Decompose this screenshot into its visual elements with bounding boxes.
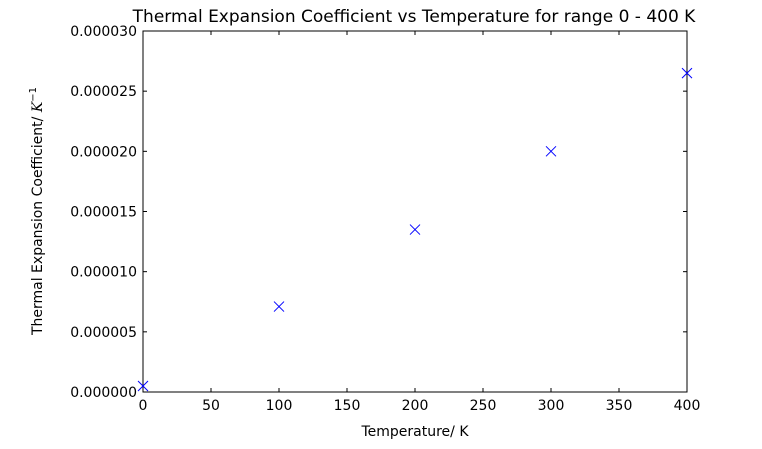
x-tick-label: 350: [606, 398, 633, 414]
x-tick-label: 100: [266, 398, 293, 414]
y-tick-label: 0.000005: [70, 325, 137, 341]
y-tick-label: 0.000025: [70, 84, 137, 100]
y-tick-label: 0.000000: [70, 385, 137, 401]
x-tick-label: 250: [470, 398, 497, 414]
x-tick-label: 400: [674, 398, 701, 414]
y-axis-label-text: Thermal Expansion Coefficient/: [30, 112, 46, 336]
x-axis-ticks: 0 50 100 150 200 250 300 350 400: [139, 31, 701, 414]
y-tick-label: 0.000020: [70, 144, 137, 160]
x-tick-label: 0: [139, 398, 148, 414]
y-tick-label: 0.000015: [70, 205, 137, 221]
data-point: [273, 301, 285, 312]
y-tick-label: 0.000010: [70, 265, 137, 281]
data-point: [681, 67, 693, 79]
data-point: [545, 145, 557, 157]
y-axis-label-unit: K: [30, 100, 46, 113]
y-axis-label-exponent: −1: [28, 87, 39, 102]
x-tick-label: 150: [334, 398, 361, 414]
data-markers: [137, 67, 693, 392]
x-tick-label: 300: [538, 398, 565, 414]
x-tick-label: 200: [402, 398, 429, 414]
data-point: [137, 380, 149, 392]
plot-frame: [142, 30, 688, 393]
x-axis-label: Temperature/ K: [360, 424, 469, 440]
chart-title: Thermal Expansion Coefficient vs Tempera…: [132, 7, 697, 27]
y-axis-ticks: 0.000000 0.000005 0.000010 0.000015 0.000020…: [70, 24, 687, 401]
y-tick-label: 0.000030: [70, 24, 137, 40]
x-tick-label: 50: [202, 398, 220, 414]
y-axis-label: Thermal Expansion Coefficient/ K−1: [28, 87, 46, 336]
data-point: [409, 224, 421, 235]
